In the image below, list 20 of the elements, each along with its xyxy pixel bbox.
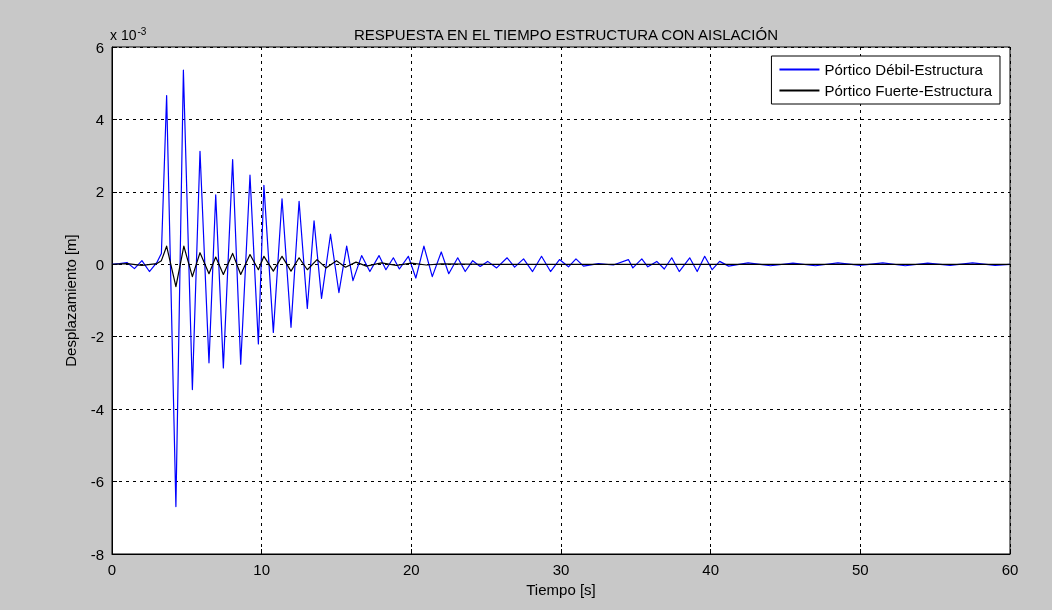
chart-title: RESPUESTA EN EL TIEMPO ESTRUCTURA CON AISLACIÓN: [354, 26, 778, 43]
legend-label: Pórtico Débil-Estructura: [824, 61, 984, 78]
y-tick-label: 6: [95, 38, 104, 56]
legend-label: Pórtico Fuerte-Estructura: [824, 82, 993, 99]
x-tick-label: 10: [253, 561, 271, 578]
x-tick-label: 50: [851, 561, 869, 578]
x-tick-label: 0: [107, 561, 117, 578]
x-tick-label: 20: [402, 561, 420, 578]
y-tick-label: -8: [90, 545, 104, 563]
y-tick-label: 4: [95, 110, 104, 128]
x-tick-label: 40: [702, 561, 720, 578]
x-axis-title: Tiempo [s]: [526, 580, 596, 598]
x-tick-label: 60: [1001, 561, 1019, 578]
y-tick-label: -4: [90, 400, 104, 418]
y-tick-label: -6: [90, 473, 104, 491]
y-tick-label: -2: [90, 328, 104, 346]
y-tick-label: 0: [95, 255, 104, 273]
x-tick-label: 30: [552, 561, 570, 578]
y-tick-label: 2: [95, 183, 104, 201]
y-axis-title: Desplazamiento [m]: [62, 234, 79, 367]
